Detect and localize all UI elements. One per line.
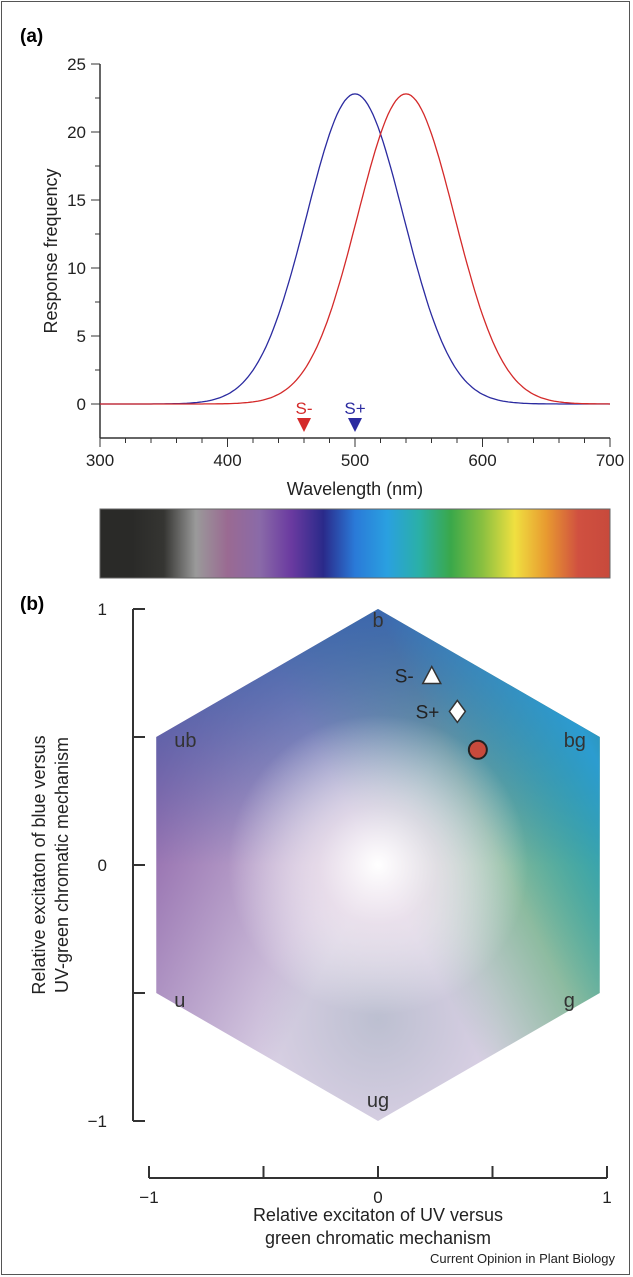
x-tick-label: 1 [602,1188,611,1207]
color-hexagon [156,609,600,1121]
y-tick-label: 15 [67,191,86,210]
x-axis-label-line: Relative excitaton of UV versus [253,1205,503,1225]
x-tick-label: −1 [139,1188,158,1207]
point-diamond [448,699,467,724]
x-tick-label: 0 [373,1188,382,1207]
x-axis-label: Relative excitaton of UV versus green chr… [253,1205,503,1248]
y-tick-label: −1 [88,1112,107,1131]
x-axis-label: Wavelength (nm) [287,479,423,499]
line-chart-series [100,93,611,405]
line-chart: 300 400 500 600 700 0 5 10 15 20 25 S- S+ Wavelengt… [41,55,624,499]
vertex-label-b: b [372,610,383,632]
y-tick-label: 25 [67,55,86,74]
hexagon-vertex-labels: b bg g ug u ub [174,610,586,1112]
vertex-label-ug: ug [367,1090,389,1112]
line-chart-axes: 300 400 500 600 700 0 5 10 15 20 25 [67,55,624,470]
annotation-label: S+ [344,399,365,418]
vertex-label-ub: ub [174,730,196,752]
hexagon-chart: 1 0 −1 −1 0 1 b bg g ug u ub S-S+ Relative excitat… [29,600,612,1248]
y-axis-label-line: UV-green chromatic mechanism [52,737,72,993]
x-tick-label: 400 [213,451,241,470]
point-label: S+ [416,702,440,723]
spectrum-bar [99,508,611,579]
point-label: S- [395,667,414,688]
y-axis-label-line: Relative excitaton of blue versus [29,735,49,994]
hexagon-chart-axes: 1 0 −1 −1 0 1 [88,600,612,1207]
y-tick-label: 1 [98,600,107,619]
annotation-marker [348,418,362,432]
y-tick-label: 5 [77,327,86,346]
x-tick-label: 500 [341,451,369,470]
point-triangle [421,664,443,685]
panel-b-label: (b) [20,594,44,615]
panel-a-label: (a) [20,26,43,47]
y-tick-label: 0 [77,395,86,414]
x-axis-label-line: green chromatic mechanism [265,1228,491,1248]
annotation-marker [297,418,311,432]
vertex-label-u: u [174,990,185,1012]
annotation-label: S- [296,399,313,418]
hexagon-points: S-S+ [395,664,488,760]
x-tick-label: 300 [86,451,114,470]
y-tick-label: 10 [67,259,86,278]
x-tick-label: 700 [596,451,624,470]
x-tick-label: 600 [468,451,496,470]
vertex-label-bg: bg [564,730,586,752]
series-line-2 [100,93,611,405]
point-circle [467,739,488,760]
vertex-label-g: g [564,990,575,1012]
y-axis-label: Response frequency [41,168,61,333]
footer-credit: Current Opinion in Plant Biology [430,1251,615,1266]
line-chart-annotations: S- S+ [296,399,366,432]
y-axis-label: Relative excitaton of blue versus UV-gree… [29,735,72,994]
y-tick-label: 0 [98,856,107,875]
y-tick-label: 20 [67,123,86,142]
series-line-1 [100,93,610,405]
